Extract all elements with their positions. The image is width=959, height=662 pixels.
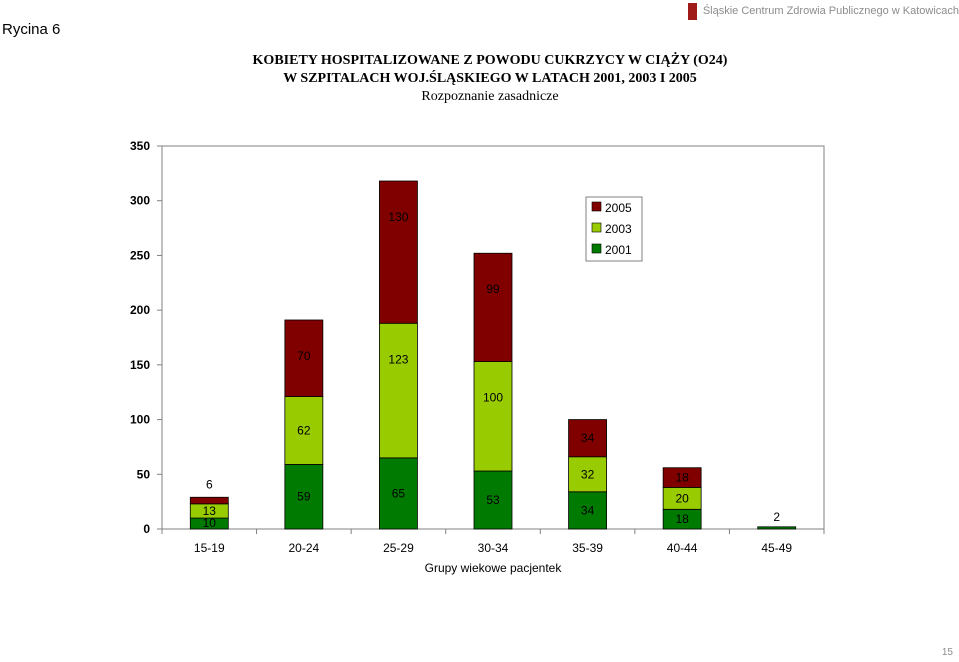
y-tick-label: 100 (130, 413, 150, 427)
data-label-2001: 18 (675, 512, 689, 526)
legend-label-2003: 2003 (605, 222, 632, 236)
bar-segment-2003 (379, 322, 418, 459)
bar-segment-2005 (189, 496, 229, 505)
bar-segment-2001 (284, 464, 324, 530)
data-label-2003: 100 (483, 391, 503, 405)
bar-segment-2003 (473, 361, 513, 472)
y-tick-label: 50 (137, 467, 151, 481)
chart-subtitle: Rozpoznanie zasadnicze (421, 89, 559, 104)
data-label-2003: 32 (581, 467, 595, 481)
header-brand: Śląskie Centrum Zdrowia Publicznego w Ka… (687, 2, 959, 20)
data-label-2001: 65 (392, 486, 406, 500)
y-tick-label: 250 (130, 248, 150, 262)
x-tick-label: 45-49 (761, 541, 792, 555)
data-label-2001: 2 (773, 510, 780, 524)
chart-title-line-2: W SZPITALACH WOJ.ŚLĄSKIEGO W LATACH 2001… (283, 71, 697, 86)
y-tick-label: 200 (130, 303, 150, 317)
data-label-2005: 130 (388, 210, 408, 224)
legend-label-2005: 2005 (605, 201, 632, 215)
legend-swatch-2005 (591, 201, 602, 212)
figure-label: Rycina 6 (2, 21, 61, 38)
legend-swatch-2003 (591, 222, 602, 233)
bar-segment-2001 (473, 470, 513, 530)
data-label-2003: 123 (388, 352, 408, 366)
chart-title-line-1: KOBIETY HOSPITALIZOWANE Z POWODU CUKRZYC… (252, 53, 728, 68)
data-label-2005: 6 (206, 477, 213, 491)
bar-segment-2005 (379, 180, 418, 324)
x-tick-label: 30-34 (478, 541, 509, 555)
organization-name: Śląskie Centrum Zdrowia Publicznego w Ka… (702, 5, 959, 17)
bar-segment-2005 (284, 319, 324, 397)
bar-segment-2001 (757, 526, 797, 530)
x-tick-label: 15-19 (194, 541, 225, 555)
bar-segment-2005 (662, 467, 702, 488)
data-label-2001: 53 (486, 493, 500, 507)
data-label-2001: 34 (581, 503, 595, 517)
x-tick-label: 20-24 (289, 541, 320, 555)
x-tick-label: 25-29 (383, 541, 414, 555)
y-tick-label: 0 (143, 522, 150, 536)
bar-segment-2005 (473, 252, 513, 362)
x-tick-label: 40-44 (667, 541, 698, 555)
data-label-2001: 10 (203, 516, 217, 530)
chart-title: KOBIETY HOSPITALIZOWANE Z POWODU CUKRZYC… (150, 52, 830, 106)
x-tick-label: 35-39 (572, 541, 603, 555)
data-label-2005: 99 (486, 282, 500, 296)
data-label-2003: 20 (675, 491, 689, 505)
y-tick-label: 350 (130, 139, 150, 153)
bar-segment-2003 (568, 456, 607, 493)
data-label-2005: 34 (581, 431, 595, 445)
legend-swatch-2001 (591, 243, 602, 254)
data-label-2005: 70 (297, 349, 311, 363)
bar-segment-2001 (379, 457, 418, 530)
data-label-2001: 59 (297, 490, 311, 504)
bar-segment-2005 (568, 419, 607, 458)
data-label-2003: 62 (297, 424, 311, 438)
legend-label-2001: 2001 (605, 243, 632, 257)
page-number: 15 (941, 647, 953, 658)
brand-logo-square (687, 2, 697, 20)
x-axis-title: Grupy wiekowe pacjentek (425, 561, 563, 575)
data-label-2005: 18 (675, 471, 689, 485)
y-tick-label: 300 (130, 194, 150, 208)
data-label-2003: 13 (203, 504, 217, 518)
y-tick-label: 150 (130, 358, 150, 372)
